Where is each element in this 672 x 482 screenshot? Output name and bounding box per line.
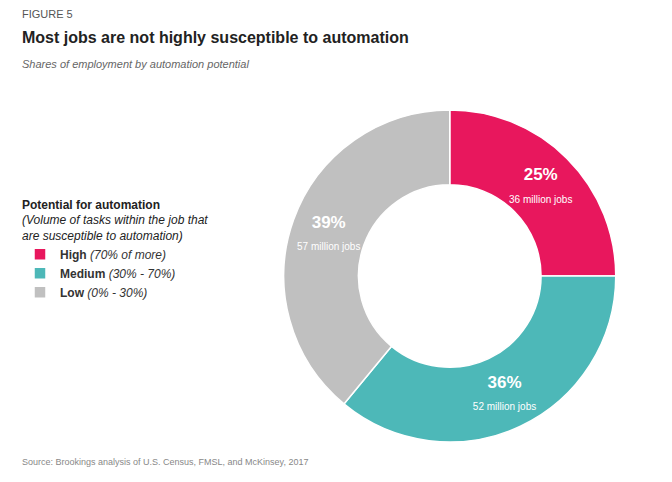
svg-text:High (70% of more): High (70% of more) [60, 248, 166, 262]
svg-text:Most jobs are not highly susce: Most jobs are not highly susceptible to … [22, 29, 409, 46]
svg-text:FIGURE 5: FIGURE 5 [22, 8, 73, 20]
svg-text:25%36 million jobs: 25%36 million jobs [509, 165, 572, 204]
svg-text:Medium (30% - 70%): Medium (30% - 70%) [60, 267, 175, 281]
svg-text:Low (0% - 30%): Low (0% - 30%) [60, 286, 147, 300]
svg-text:39%57 million jobs: 39%57 million jobs [297, 213, 360, 252]
svg-text:Source: Brookings analysis of: Source: Brookings analysis of U.S. Censu… [22, 457, 308, 467]
svg-text:36%52 million jobs: 36%52 million jobs [473, 373, 536, 412]
svg-text:Potential for automation(Volum: Potential for automation(Volume of tasks… [22, 198, 208, 243]
svg-text:Shares of employment by automa: Shares of employment by automation poten… [22, 58, 249, 70]
